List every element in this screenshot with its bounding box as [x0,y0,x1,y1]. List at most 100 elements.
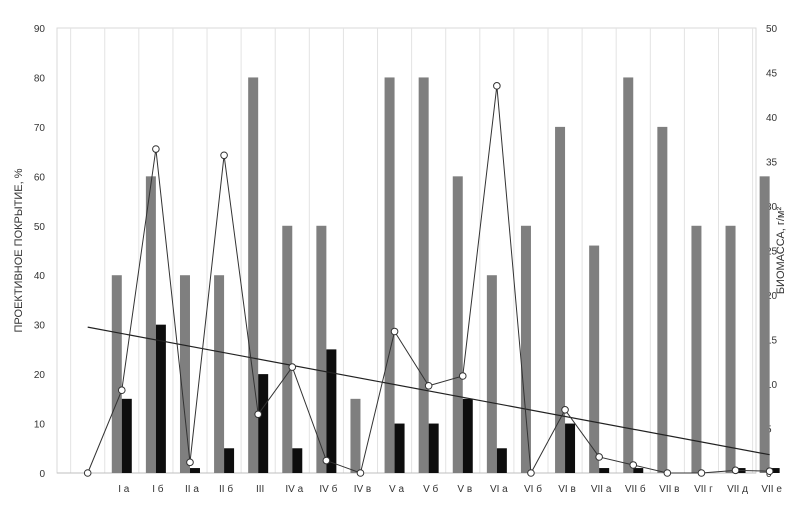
biomass-point [595,453,603,461]
biomass-point [629,461,638,469]
x-tick-label: VII а [591,484,612,495]
bar-cover [384,77,395,473]
bar-cover [350,398,361,473]
bar-cover [145,176,156,474]
bar-cover [623,77,634,473]
y-tick-label: 40 [34,271,46,282]
x-tick-label: VII в [659,484,679,495]
bar-cover [725,225,736,473]
x-tick-label: V а [389,484,404,495]
bar-dark [496,448,507,473]
bar-dark [633,468,644,473]
x-tick-label: VII д [727,484,748,495]
x-tick-label: VII е [761,484,782,495]
x-tick-label: V б [423,483,438,495]
bar-cover [214,275,225,473]
bar-cover [657,126,668,473]
biomass-point [561,406,569,414]
bars [111,77,780,474]
bar-dark [394,423,405,473]
biomass-point [152,145,160,153]
y-tick-label: 80 [34,73,46,84]
biomass-point [117,386,126,395]
y2-tick-label: 15 [766,336,778,347]
x-tick-label: VI в [558,484,576,495]
bar-cover [418,77,429,473]
bar-dark [292,448,303,473]
y2-tick-label: 35 [766,158,778,169]
bar-cover [452,176,463,474]
x-tick-label: III [256,484,264,495]
y-tick-label: 30 [34,321,46,332]
biomass-point [663,469,672,477]
biomass-point [254,410,262,419]
bar-cover [691,225,702,473]
bar-cover [316,225,327,473]
y2-tick-label: 20 [766,291,778,302]
bar-cover [111,275,122,473]
x-tick-label: I а [118,484,130,495]
x-tick-label: II а [185,484,199,495]
biomass-point [527,469,535,477]
y-tick-label: 70 [34,123,46,134]
x-tick-label: I б [152,483,164,495]
bar-cover [589,245,600,473]
x-tick-label: VI а [490,484,508,495]
y-tick-label: 50 [34,222,46,233]
y2-tick-label: 45 [766,69,778,80]
x-tick-label: IV б [319,483,337,495]
trend-line [87,326,770,456]
y-tick-label: 10 [34,420,46,431]
biomass-point [83,469,92,477]
y2-tick-label: 40 [766,113,778,124]
bar-cover [282,225,293,473]
biomass-point [493,82,501,90]
bar-cover [486,275,497,473]
biomass-point [697,469,706,477]
bar-dark [326,349,337,473]
biomass-point [220,151,228,160]
x-tick-label: VII б [625,483,646,495]
bar-cover [520,225,531,473]
bar-dark [769,468,780,473]
bar-dark [155,324,166,473]
biomass-point [356,469,365,477]
bar-cover [555,126,566,473]
x-tick-label: II б [219,483,233,495]
bar-dark [565,423,576,473]
bar-dark [121,398,132,473]
biomass-point [186,458,194,467]
bar-dark [189,468,200,473]
lines [83,82,774,477]
biomass-point [288,363,297,371]
y2-tick-label: 25 [766,247,778,258]
bar-dark [428,423,439,473]
x-tick-label: V в [457,484,472,495]
grid [56,27,757,474]
biomass-point [424,381,433,390]
x-tick-label: IV а [285,484,303,495]
y2-tick-label: 30 [766,202,778,213]
x-tick-label: IV в [354,484,372,495]
y-tick-label: 60 [34,172,46,183]
y-tick-label: 20 [34,370,46,381]
bar-cover [179,275,190,473]
biomass-point [765,467,774,476]
biomass-point [322,456,331,465]
bar-dark [258,374,269,473]
bar-cover [248,77,259,473]
x-tick-label: VII г [694,484,713,495]
biomass-point [390,327,399,336]
y-tick-label: 90 [34,24,46,35]
bar-dark [224,448,235,473]
y2-tick-label: 50 [766,24,778,35]
x-tick-label: VI б [524,483,542,495]
bar-dark [599,468,610,473]
y-axis-title: ПРОЕКТИВНОЕ ПОКРЫТИЕ, % [13,168,25,332]
bar-dark [462,398,473,473]
biomass-point [731,466,740,475]
bar-cover [759,176,770,474]
y-tick-label: 0 [39,469,45,480]
